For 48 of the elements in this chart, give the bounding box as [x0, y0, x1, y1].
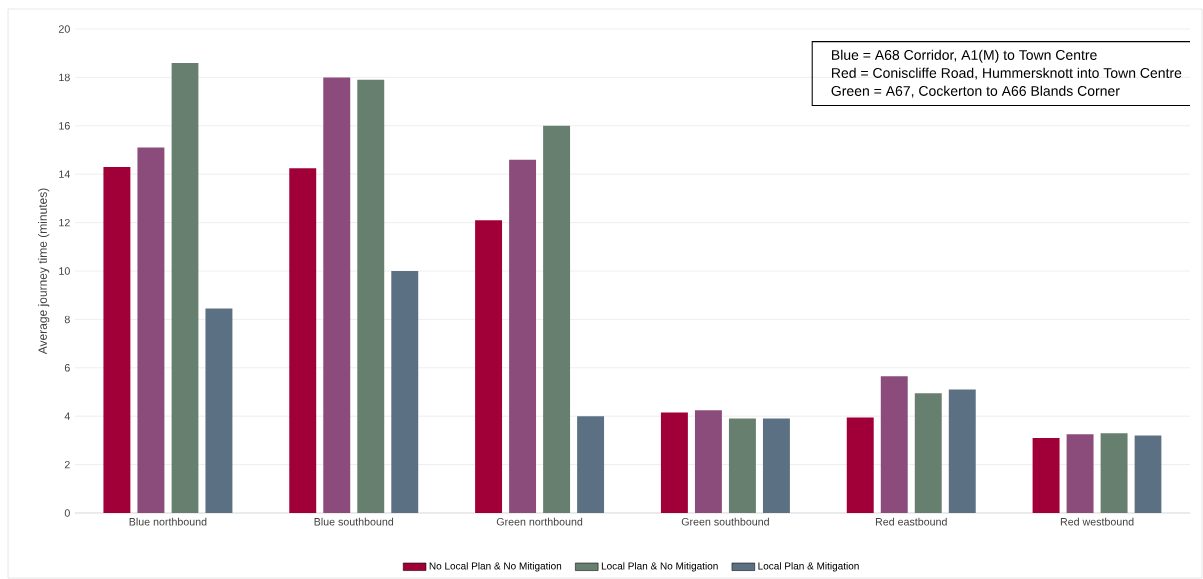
bar: [1066, 434, 1094, 513]
x-tick-label: Green southbound: [681, 517, 769, 526]
bar: [694, 410, 722, 513]
bar: [137, 147, 165, 513]
x-tick-label: Green northbound: [496, 517, 583, 526]
bar: [846, 417, 874, 513]
bar: [205, 308, 233, 513]
y-tick-label: 2: [64, 460, 70, 469]
y-tick-label: 18: [59, 73, 70, 82]
bar: [475, 220, 503, 513]
legend-label: Local Plan & Mitigation: [758, 562, 859, 572]
bar: [543, 125, 571, 513]
bar: [357, 79, 385, 513]
y-tick-label: 16: [59, 122, 70, 130]
bar: [577, 416, 605, 513]
y-tick-label: 0: [64, 509, 70, 517]
bar: [728, 418, 756, 513]
bar: [289, 168, 317, 513]
y-tick-label: 4: [64, 412, 70, 420]
bar: [880, 376, 908, 513]
y-tick-label: 6: [64, 364, 70, 372]
y-tick-label: 14: [59, 170, 70, 178]
bar: [323, 77, 351, 513]
bar: [1032, 437, 1060, 513]
y-tick-label: 10: [59, 267, 70, 275]
annotation: Blue = A68 Corridor, A1(M) to Town Centre: [832, 49, 1097, 63]
y-tick-label: 12: [59, 218, 70, 227]
bar: [1100, 433, 1128, 513]
annotation: Red = Coniscliffe Road, Hummersknott into Town Centre: [832, 67, 1182, 80]
bar: [171, 62, 199, 513]
y-axis-title: Average journey time (minutes): [38, 188, 50, 355]
annotation: Green = A67, Cockerton to A66 Blands Corner: [831, 85, 1120, 98]
legend-label: No Local Plan & No Mitigation: [429, 562, 562, 572]
y-tick-label: 8: [64, 315, 70, 324]
x-tick-label: Red eastbound: [875, 517, 947, 526]
bar: [762, 418, 790, 513]
bar: [914, 393, 942, 513]
bar: [1134, 435, 1162, 513]
bar: [660, 412, 688, 513]
bar: [948, 389, 976, 513]
x-tick-label: Blue northbound: [129, 517, 207, 526]
x-tick-label: Blue southbound: [314, 517, 394, 526]
bar: [509, 159, 537, 513]
legend-label: Local Plan & No Mitigation: [601, 562, 718, 572]
bar: [103, 166, 131, 513]
bar: [391, 271, 419, 513]
y-tick-label: 20: [58, 25, 70, 33]
x-tick-label: Red westbound: [1060, 517, 1134, 526]
